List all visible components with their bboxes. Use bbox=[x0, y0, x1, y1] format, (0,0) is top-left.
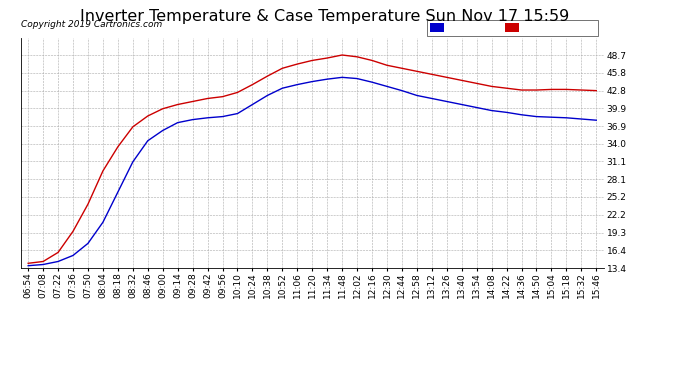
Text: Copyright 2019 Cartronics.com: Copyright 2019 Cartronics.com bbox=[21, 20, 163, 29]
Text: Inverter Temperature & Case Temperature Sun Nov 17 15:59: Inverter Temperature & Case Temperature … bbox=[79, 9, 569, 24]
Legend: Case  (°C), Inverter  (°C): Case (°C), Inverter (°C) bbox=[428, 20, 598, 36]
